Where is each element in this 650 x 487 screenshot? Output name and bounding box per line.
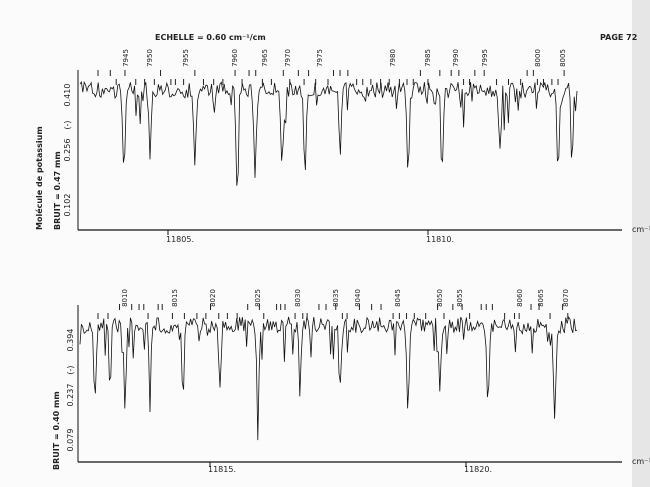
line-number: 7955 [182,49,190,67]
y-unit: (-) [63,120,72,129]
y-label: 0.394 [66,329,75,352]
x-label: 11805. [166,235,194,244]
x-label: 11810. [426,235,454,244]
line-number: 7985 [424,49,432,67]
noise-label: BRUIT = 0.40 mm [52,391,61,470]
line-number: 7970 [284,49,292,67]
line-number: 7995 [481,49,489,67]
line-number: 8070 [562,289,570,307]
line-number: 8065 [537,289,545,307]
line-number: 7990 [452,49,460,67]
noise-label: BRUIT = 0.47 mm [53,151,62,230]
scale-label: ECHELLE = 0.60 cm⁻¹/cm [155,33,266,42]
x-label: 11815. [208,465,236,474]
line-number: 7980 [389,49,397,67]
line-number: 8000 [534,49,542,67]
line-number: 8015 [171,289,179,307]
y-label: 0.256 [63,139,72,162]
y-label: 0.410 [63,84,72,107]
line-number: 7945 [122,49,130,67]
line-number: 7950 [146,49,154,67]
line-number: 7960 [231,49,239,67]
line-number: 8035 [332,289,340,307]
line-number: 8045 [394,289,402,307]
spectrum-trace [79,315,578,441]
line-number: 8005 [559,49,567,67]
y-unit: (-) [66,365,75,374]
line-number: 8010 [121,289,129,307]
y-label: 0.237 [66,384,75,407]
line-number: 8020 [209,289,217,307]
line-number: 8025 [254,289,262,307]
spectrum-trace [79,80,578,186]
x-label: 11820. [464,465,492,474]
line-number: 8060 [516,289,524,307]
y-label: 0.079 [66,429,75,452]
page-number: PAGE 72 [600,33,637,42]
x-unit: cm⁻¹ [632,457,650,466]
x-unit: cm⁻¹ [632,225,650,234]
line-number: 8030 [294,289,302,307]
y-label: 0.102 [63,194,72,217]
line-number: 8040 [354,289,362,307]
line-number: 7975 [316,49,324,67]
molecule-label: Molécule de potassium [34,126,44,230]
scan-edge [632,0,650,487]
line-number: 8050 [436,289,444,307]
line-number: 8055 [456,289,464,307]
line-number: 7965 [261,49,269,67]
